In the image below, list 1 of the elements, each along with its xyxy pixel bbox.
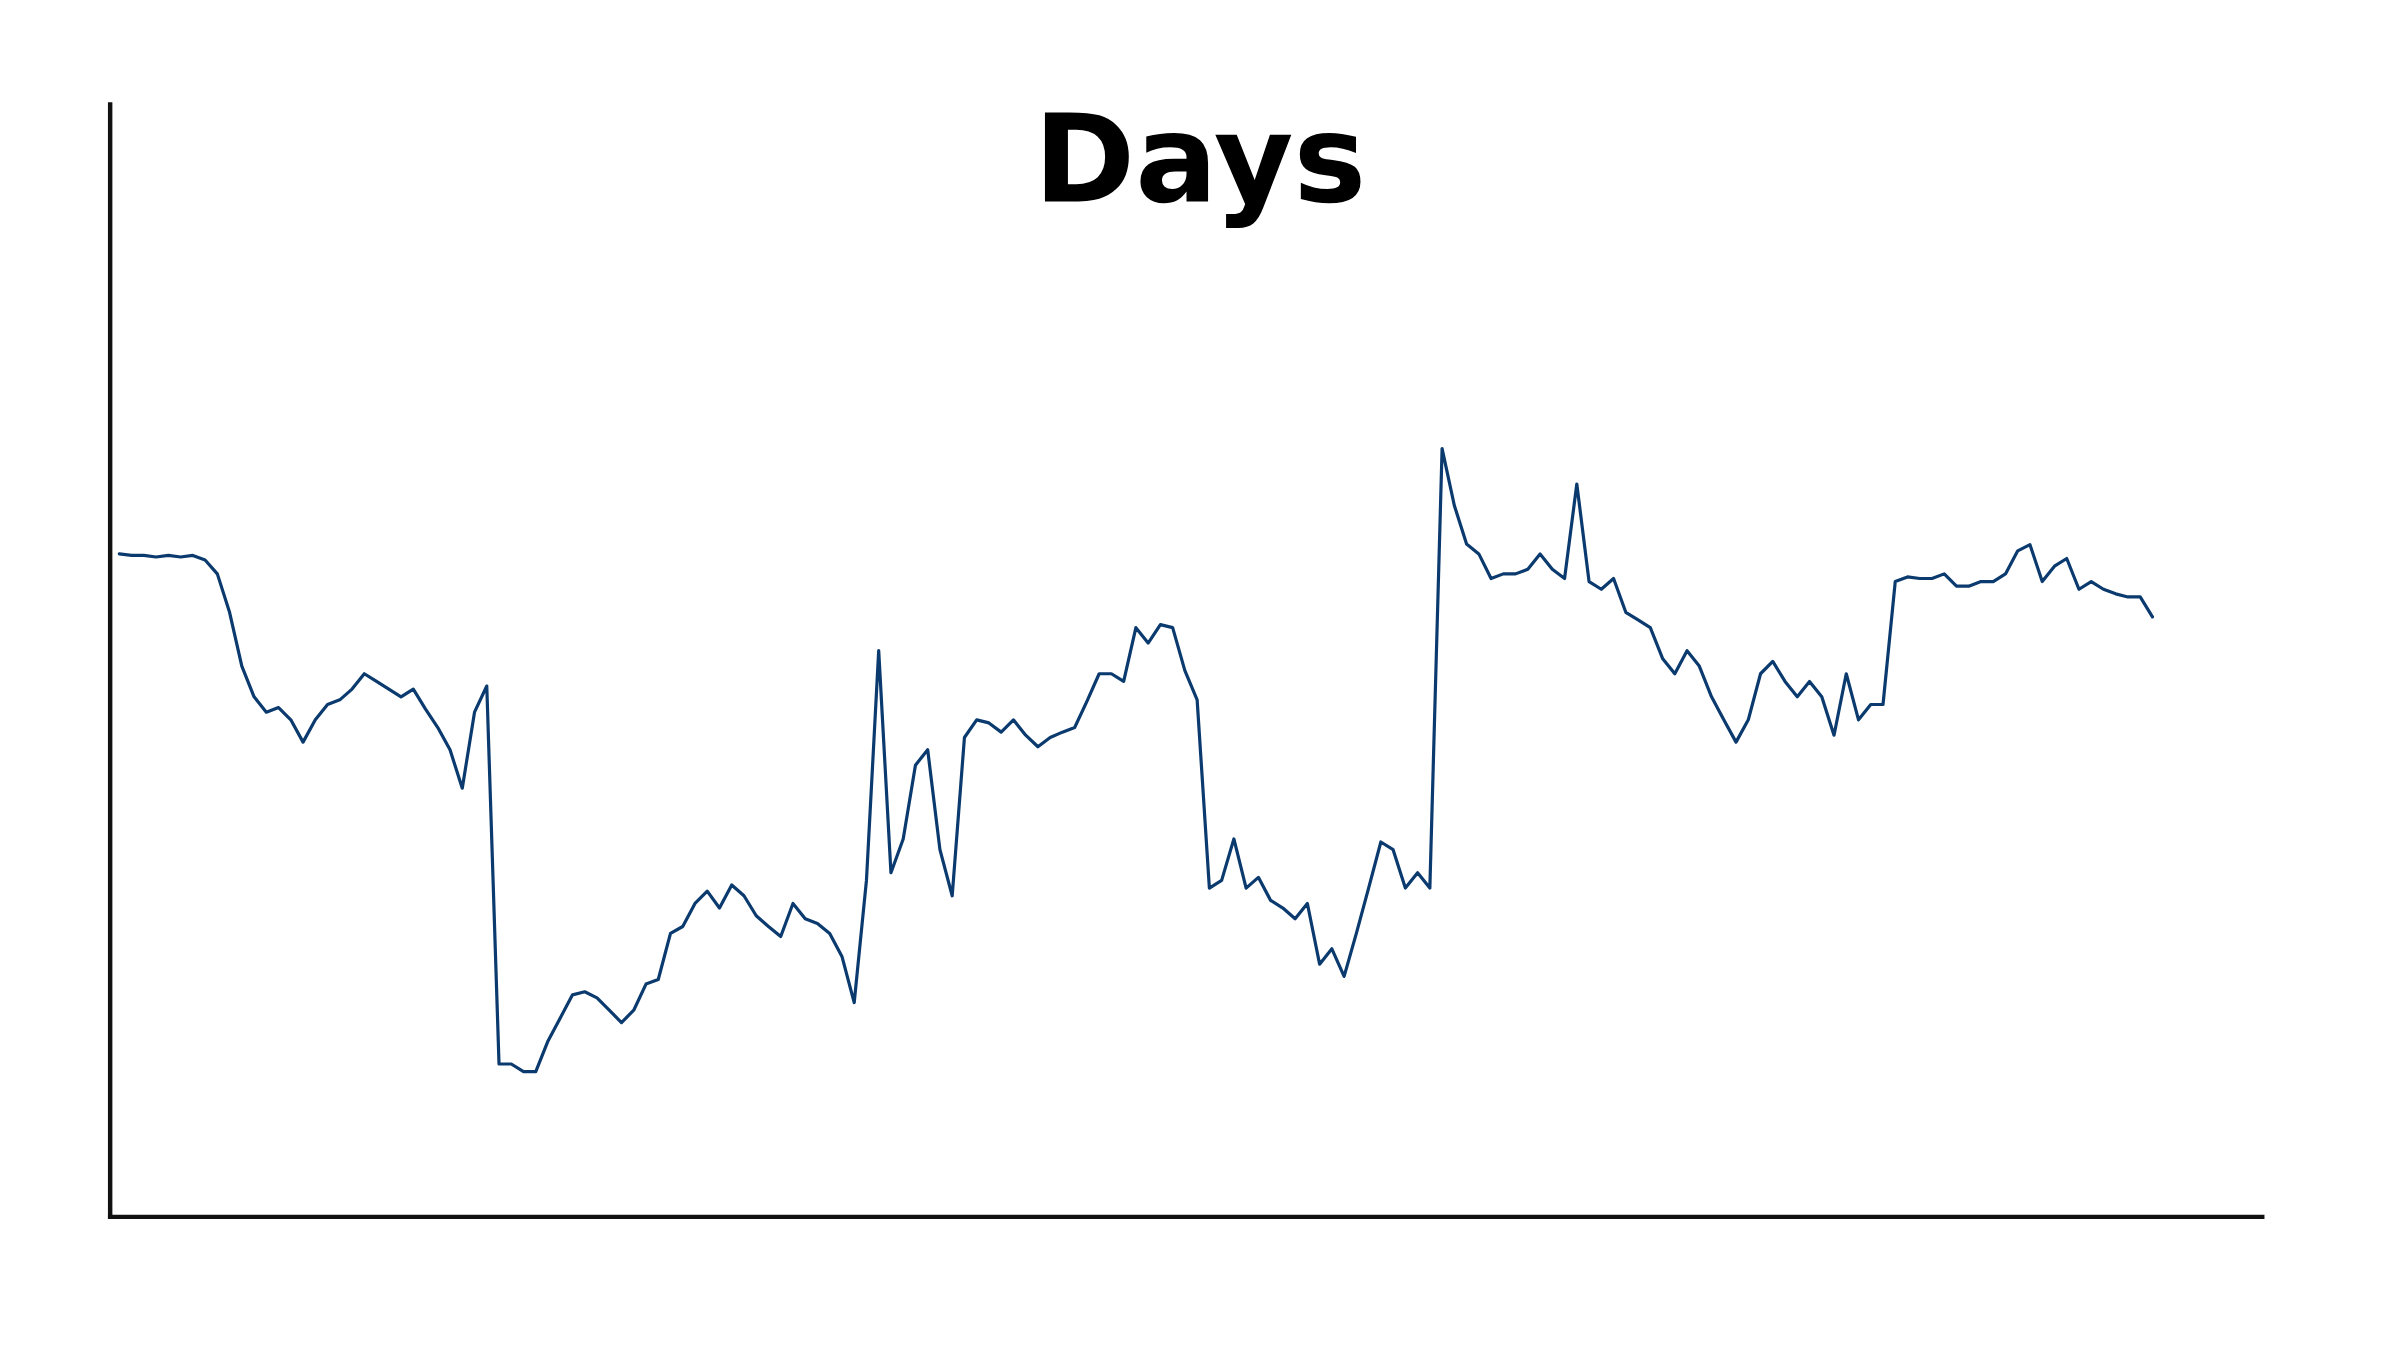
- chart-title: Days: [1044, 112, 1361, 228]
